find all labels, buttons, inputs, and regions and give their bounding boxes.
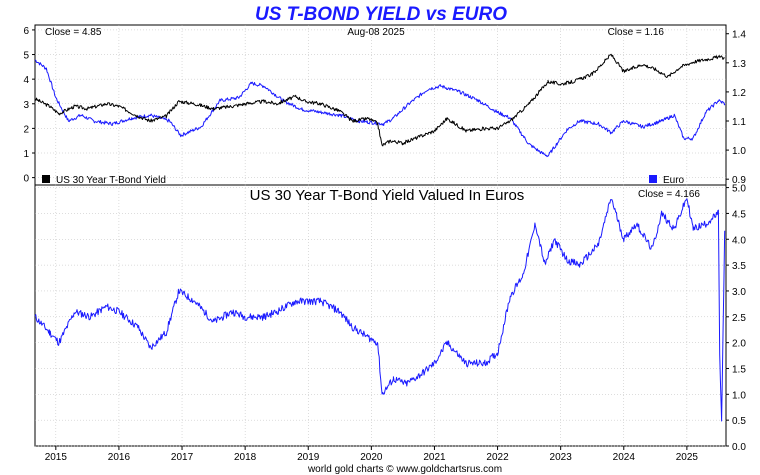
chart-title: US T-BOND YIELD vs EURO (255, 4, 507, 25)
legend-label-bond: US 30 Year T-Bond Yield (56, 175, 166, 186)
right-tick-label: 3.0 (732, 287, 746, 298)
top-left-axis: 0 1 2 3 4 5 6 (23, 26, 35, 185)
right-tick-label: 3.5 (732, 261, 746, 272)
right-tick-label: 1.0 (732, 146, 746, 157)
footer-credit: world gold charts © www.goldchartsrus.co… (307, 464, 502, 475)
x-tick-label: 2021 (423, 452, 446, 463)
top-right-axis: 0.9 1.0 1.1 1.2 1.3 1.4 (726, 30, 746, 186)
right-tick-label: 1.2 (732, 88, 746, 99)
x-tick-label: 2025 (676, 452, 699, 463)
series-lines (34, 53, 726, 422)
left-tick-label: 1 (23, 149, 29, 160)
top-close-left: Close = 4.85 (45, 27, 102, 38)
x-tick-label: 2024 (613, 452, 636, 463)
bottom-gridlines (35, 185, 726, 447)
x-tick-label: 2017 (171, 452, 194, 463)
top-date-label: Aug-08 2025 (347, 27, 405, 38)
right-tick-label: 0.9 (732, 175, 746, 186)
right-tick-label: 4.5 (732, 209, 746, 220)
top-close-right: Close = 1.16 (608, 27, 665, 38)
x-tick-label: 2023 (550, 452, 573, 463)
bottom-panel-frame (34, 184, 727, 447)
left-tick-label: 3 (23, 100, 29, 111)
bottom-right-axis: 0.0 0.5 1.0 1.5 2.0 2.5 3.0 3.5 4.0 4.5 5.0 (726, 184, 746, 453)
x-tick-label: 2018 (234, 452, 257, 463)
right-tick-label: 1.5 (732, 364, 746, 375)
left-tick-label: 4 (23, 75, 29, 86)
x-tick-label: 2016 (108, 452, 131, 463)
legend-swatch-bond (42, 175, 50, 183)
right-tick-label: 0.5 (732, 416, 746, 427)
top-gridlines (35, 25, 726, 185)
euro-line (34, 59, 726, 158)
left-tick-label: 2 (23, 124, 29, 135)
right-tick-label: 1.3 (732, 59, 746, 70)
right-tick-label: 1.1 (732, 117, 746, 128)
x-axis: 2015 2016 2017 2018 2019 2020 2021 2022 2023 2024… (45, 446, 699, 463)
right-tick-label: 1.4 (732, 30, 746, 41)
x-tick-label: 2022 (486, 452, 509, 463)
left-tick-label: 0 (23, 174, 29, 185)
left-tick-label: 5 (23, 51, 29, 62)
bottom-close-right: Close = 4.166 (638, 189, 700, 200)
right-tick-label: 2.0 (732, 339, 746, 350)
left-tick-label: 6 (23, 26, 29, 37)
right-tick-label: 4.0 (732, 235, 746, 246)
right-tick-label: 1.0 (732, 390, 746, 401)
x-tick-label: 2019 (297, 452, 320, 463)
legend-label-euro: Euro (663, 175, 685, 186)
yield-in-euros-line (34, 198, 726, 422)
right-tick-label: 5.0 (732, 184, 746, 195)
top-panel-frame (34, 24, 727, 186)
x-tick-label: 2015 (45, 452, 68, 463)
right-tick-label: 0.0 (732, 442, 746, 453)
right-tick-label: 2.5 (732, 313, 746, 324)
bond-yield-line (34, 53, 726, 147)
legend-swatch-euro (649, 175, 657, 183)
x-tick-label: 2020 (360, 452, 383, 463)
bottom-panel-title: US 30 Year T-Bond Yield Valued In Euros (250, 187, 525, 204)
